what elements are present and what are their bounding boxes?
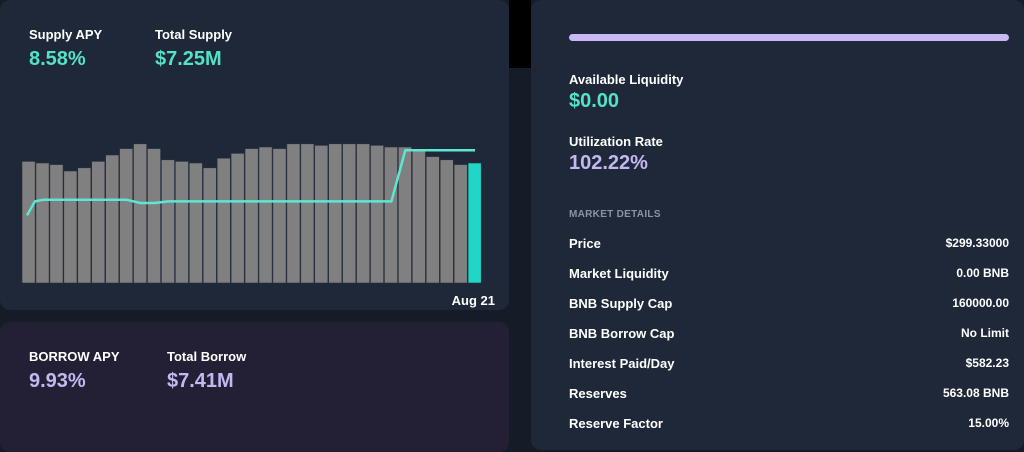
total-supply-label: Total Supply [155,27,233,42]
chart-bar[interactable] [453,164,468,284]
detail-value: No Limit [961,326,1009,340]
background-gap [509,0,531,68]
detail-row-reserve-factor: Reserve Factor 15.00% [569,414,1009,432]
total-borrow-stat: Total Borrow $7.41M [167,349,246,393]
detail-label: Reserves [569,385,627,401]
chart-bar[interactable] [91,161,106,284]
detail-label: Market Liquidity [569,265,669,281]
supply-history-chart[interactable] [20,115,495,285]
detail-label: Reserve Factor [569,415,663,431]
chart-bar[interactable] [119,148,134,284]
market-details-card: Available Liquidity $0.00 Utilization Ra… [531,0,1024,450]
utilization-bar [569,34,1009,41]
chart-bar[interactable] [230,153,245,284]
supply-apy-value: 8.58% [29,48,86,70]
borrow-apy-label: BORROW APY [29,349,120,364]
detail-label: Price [569,235,601,251]
detail-row-borrow-cap: BNB Borrow Cap No Limit [569,324,1009,342]
chart-bar[interactable] [188,162,203,284]
chart-bar[interactable] [425,156,440,284]
available-liquidity-stat: Available Liquidity $0.00 [569,72,683,113]
supply-apy-label: Supply APY [29,27,103,42]
utilization-rate-label: Utilization Rate [569,134,663,149]
chart-bar[interactable] [370,145,384,284]
chart-bar[interactable] [21,161,36,284]
chart-bar[interactable] [314,145,329,284]
detail-row-price: Price $299.33000 [569,234,1009,252]
chart-bar[interactable] [63,170,78,284]
detail-value: $299.33000 [945,236,1009,250]
chart-date-label: Aug 21 [451,293,495,308]
detail-value: 0.00 BNB [956,266,1009,280]
available-liquidity-value: $0.00 [569,90,620,112]
chart-bar[interactable] [398,146,412,284]
utilization-rate-value: 102.22% [569,152,648,174]
chart-bar[interactable] [342,143,357,284]
chart-bar[interactable] [202,167,217,284]
total-supply-value: $7.25M [155,48,222,70]
chart-bar[interactable] [175,161,189,284]
chart-bar[interactable] [272,148,287,284]
chart-bar[interactable] [133,143,147,284]
chart-bar[interactable] [216,157,231,284]
chart-bar[interactable] [77,167,92,284]
detail-label: BNB Supply Cap [569,295,673,311]
chart-bar[interactable] [328,143,343,284]
chart-apy-line [25,148,476,217]
chart-bar[interactable] [356,143,370,284]
detail-row-supply-cap: BNB Supply Cap 160000.00 [569,294,1009,312]
market-details-title: MARKET DETAILS [569,209,661,220]
chart-bar[interactable] [300,143,315,284]
total-borrow-label: Total Borrow [167,349,247,364]
detail-row-reserves: Reserves 563.08 BNB [569,384,1009,402]
chart-bar[interactable] [411,149,426,284]
detail-label: BNB Borrow Cap [569,325,675,341]
chart-bar[interactable] [49,164,64,284]
chart-bar[interactable] [258,146,273,284]
supply-apy-stat: Supply APY 8.58% [29,27,102,71]
detail-label: Interest Paid/Day [569,355,675,371]
chart-bar[interactable] [384,146,398,284]
detail-row-interest-paid: Interest Paid/Day $582.23 [569,354,1009,372]
detail-value: $582.23 [965,356,1009,370]
chart-bar[interactable] [161,159,175,284]
chart-bar[interactable] [35,162,50,284]
borrow-apy-value: 9.93% [29,370,86,392]
chart-bar[interactable] [439,159,454,284]
supply-card: Supply APY 8.58% Total Supply $7.25M Aug… [0,0,509,310]
borrow-card: BORROW APY 9.93% Total Borrow $7.41M [0,322,509,452]
chart-bar-highlighted[interactable] [467,162,482,284]
detail-row-market-liquidity: Market Liquidity 0.00 BNB [569,264,1009,282]
chart-bar[interactable] [147,148,161,284]
borrow-apy-stat: BORROW APY 9.93% [29,349,120,393]
detail-value: 15.00% [968,416,1009,430]
detail-value: 160000.00 [952,296,1009,310]
total-supply-stat: Total Supply $7.25M [155,27,232,71]
detail-value: 563.08 BNB [942,386,1009,400]
total-borrow-value: $7.41M [167,370,234,392]
chart-bar[interactable] [105,154,120,284]
chart-bar[interactable] [286,143,301,284]
available-liquidity-label: Available Liquidity [569,72,684,87]
chart-bar[interactable] [244,148,259,284]
utilization-rate-stat: Utilization Rate 102.22% [569,134,663,175]
